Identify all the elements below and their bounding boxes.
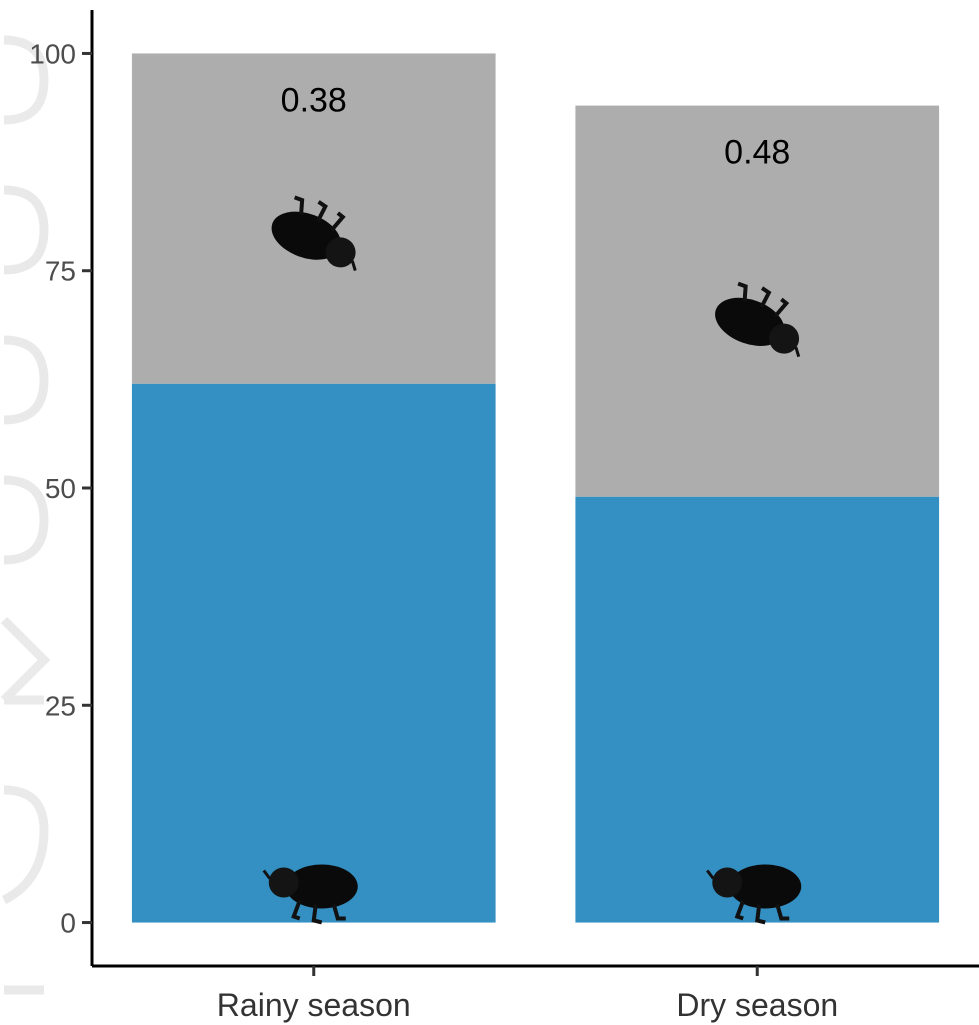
- y-tick-label: 0: [60, 908, 76, 939]
- axes-layer: 0 25 50 75 100 Rainy season Dry season: [29, 10, 979, 1023]
- x-tick-label: Dry season: [676, 987, 838, 1023]
- bar-segment-alive: [131, 383, 496, 923]
- bar-segment-dead: [575, 105, 940, 497]
- beetle-alive-icon: [706, 864, 802, 925]
- y-tick-label: 75: [45, 256, 76, 287]
- data-labels-layer: 0.38 0.48: [281, 81, 791, 171]
- y-tick-label: 50: [45, 473, 76, 504]
- y-tick-label: 25: [45, 690, 76, 721]
- x-tick-label: Rainy season: [217, 987, 411, 1023]
- icons-layer: [262, 195, 802, 925]
- y-tick-label: 100: [29, 38, 76, 69]
- beetle-alive-icon: [262, 864, 358, 925]
- bars-layer: [131, 53, 940, 923]
- data-label: 0.38: [281, 81, 347, 119]
- data-label: 0.48: [724, 134, 790, 172]
- beetle-dead-icon: [715, 281, 801, 358]
- bar-segment-alive: [575, 496, 940, 923]
- beetle-dead-icon: [271, 195, 357, 271]
